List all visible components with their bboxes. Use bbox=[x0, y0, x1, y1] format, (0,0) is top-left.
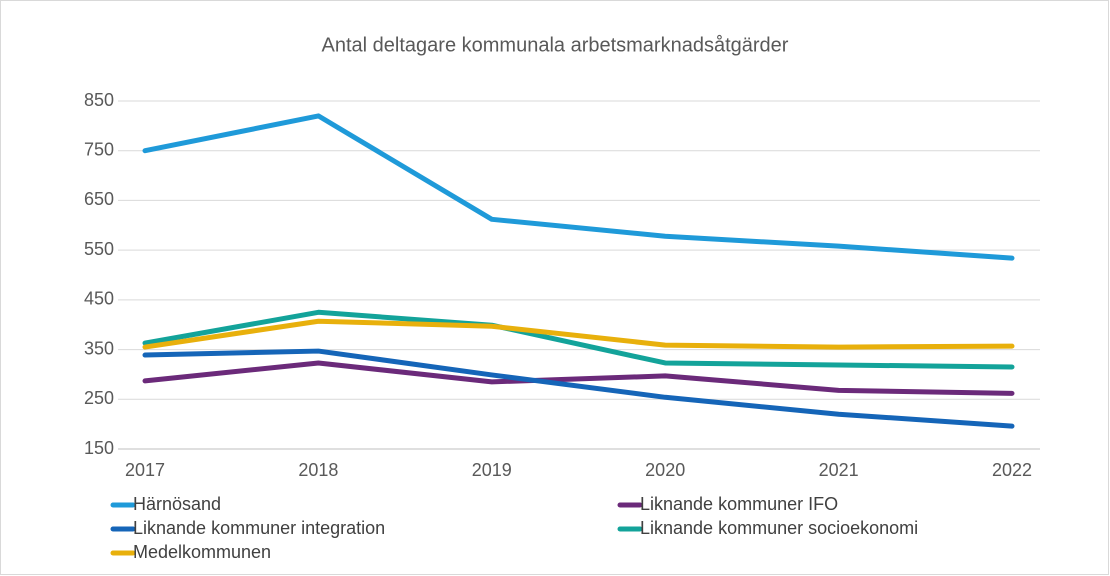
x-tick-label: 2017 bbox=[125, 460, 165, 480]
x-tick-label: 2019 bbox=[472, 460, 512, 480]
y-tick-label: 750 bbox=[84, 139, 114, 159]
x-tick-label: 2021 bbox=[819, 460, 859, 480]
y-tick-label: 250 bbox=[84, 388, 114, 408]
chart-title: Antal deltagare kommunala arbetsmarknads… bbox=[322, 34, 789, 56]
y-tick-label: 450 bbox=[84, 289, 114, 309]
legend-label: Liknande kommuner IFO bbox=[640, 494, 838, 514]
y-tick-label: 550 bbox=[84, 239, 114, 259]
x-tick-label: 2022 bbox=[992, 460, 1032, 480]
x-tick-label: 2018 bbox=[298, 460, 338, 480]
x-tick-label: 2020 bbox=[645, 460, 685, 480]
legend-label: Medelkommunen bbox=[133, 542, 271, 562]
legend-label: Härnösand bbox=[133, 494, 221, 514]
y-tick-label: 850 bbox=[84, 90, 114, 110]
y-tick-label: 350 bbox=[84, 338, 114, 358]
series-line bbox=[142, 318, 1015, 350]
legend-label: Liknande kommuner socioekonomi bbox=[640, 518, 918, 538]
series-line bbox=[142, 348, 1015, 429]
y-tick-label: 150 bbox=[84, 438, 114, 458]
y-tick-label: 650 bbox=[84, 189, 114, 209]
series-line bbox=[142, 113, 1015, 261]
legend-label: Liknande kommuner integration bbox=[133, 518, 385, 538]
series-line bbox=[142, 360, 1015, 396]
series-line bbox=[142, 309, 1015, 370]
